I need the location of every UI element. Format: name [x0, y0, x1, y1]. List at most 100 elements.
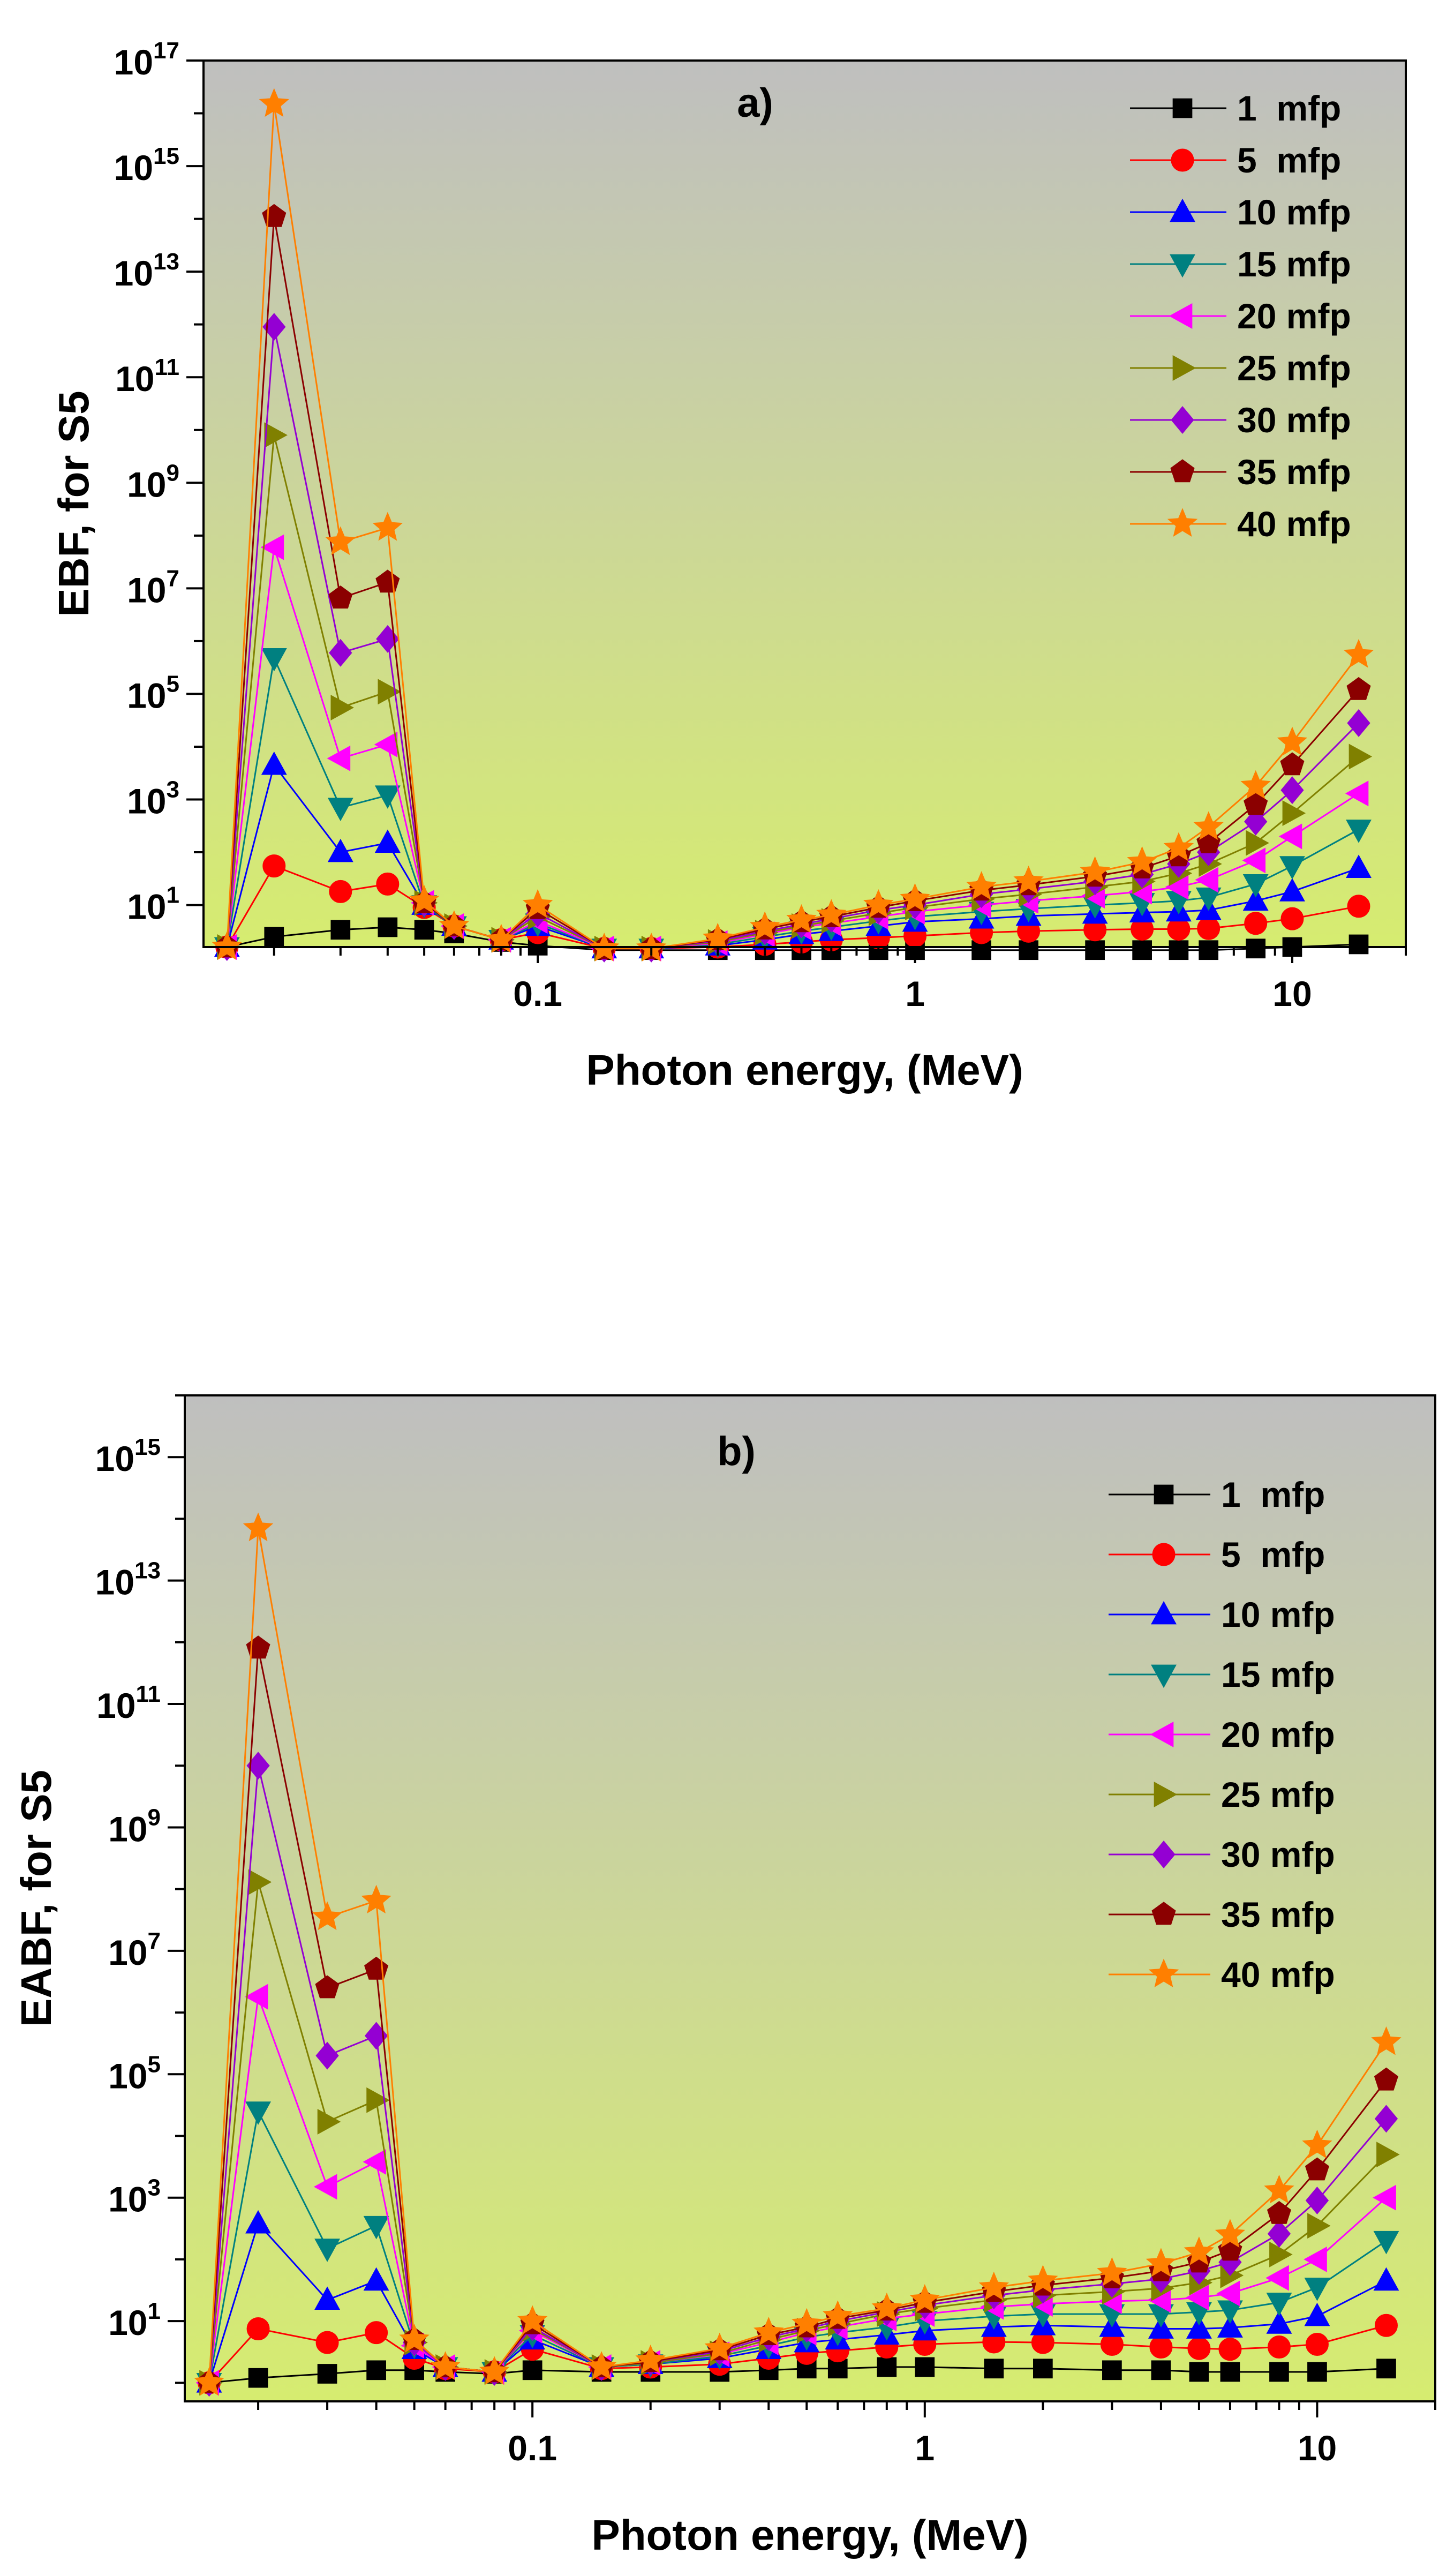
legend-label: 15 mfp [1237, 244, 1351, 284]
data-point [522, 2360, 543, 2380]
data-point [1346, 820, 1372, 843]
legend-marker [1152, 1841, 1176, 1868]
data-point [327, 838, 353, 862]
data-point [329, 880, 352, 903]
data-point [317, 2108, 341, 2135]
data-point [1279, 856, 1305, 880]
data-point [479, 2356, 510, 2385]
data-point [966, 871, 997, 900]
legend-label: 30 mfp [1237, 400, 1351, 440]
data-point [754, 2316, 784, 2346]
data-point [1374, 2314, 1398, 2337]
x-tick-label: 0.1 [508, 2428, 557, 2468]
data-point [909, 2284, 940, 2313]
data-point [1277, 726, 1308, 756]
y-tick-label: 1011 [96, 1681, 161, 1725]
legend-label: 15 mfp [1221, 1655, 1335, 1694]
y-axis-title: EABF, for S5 [12, 1770, 60, 2027]
y-tick-label: 109 [108, 1804, 161, 1849]
data-point [1373, 2230, 1399, 2255]
data-point [1193, 811, 1224, 840]
data-point [314, 2239, 341, 2262]
chart-a: 0.1 1 101011031051071091011101310151017Pho… [50, 37, 1407, 1094]
legend-marker [1170, 254, 1195, 278]
data-point [915, 2357, 935, 2377]
data-point [900, 883, 930, 912]
data-point [1267, 2220, 1291, 2248]
data-point [313, 2174, 337, 2200]
data-point [1280, 776, 1304, 805]
y-tick-base: 10 [96, 1686, 135, 1725]
legend-label: 20 mfp [1221, 1715, 1335, 1754]
data-point [327, 798, 353, 821]
data-point [1217, 2314, 1243, 2338]
data-point [1347, 709, 1370, 737]
legend-label: 30 mfp [1221, 1835, 1335, 1874]
data-point [264, 927, 284, 947]
data-point [1376, 2359, 1396, 2379]
data-point [522, 889, 553, 918]
legend-item: 35 mfp [1130, 452, 1351, 492]
data-point [1305, 2157, 1329, 2181]
data-point [1242, 887, 1269, 911]
data-point [1220, 2362, 1240, 2382]
legend-label: 35 mfp [1221, 1895, 1335, 1934]
data-point [1280, 752, 1305, 776]
y-tick-exponent: 7 [148, 1928, 161, 1954]
y-tick-base: 10 [114, 148, 153, 187]
y-tick-base: 10 [127, 887, 166, 927]
legend-label: 35 mfp [1237, 452, 1351, 492]
y-tick-base: 10 [115, 359, 154, 399]
x-tick-label: 10 [1298, 2428, 1337, 2468]
plot-frame [202, 59, 1407, 948]
legend-marker [1152, 1543, 1176, 1566]
data-point [877, 2357, 897, 2377]
legend-item: 25 mfp [1130, 348, 1351, 388]
data-point [243, 1512, 274, 1542]
x-axis-title: Photon energy, (MeV) [586, 1046, 1023, 1094]
data-point [635, 2344, 666, 2374]
data-point [1307, 2213, 1331, 2239]
legend-item: 10 mfp [1130, 192, 1351, 232]
data-point [1371, 2026, 1402, 2055]
data-point [376, 872, 400, 896]
data-point [261, 751, 287, 775]
y-tick-label: 1013 [95, 1558, 161, 1602]
data-point [1146, 2248, 1177, 2277]
data-point [1216, 2280, 1240, 2307]
y-tick-exponent: 7 [167, 565, 179, 591]
data-point [1307, 2362, 1327, 2382]
y-tick-exponent: 9 [167, 460, 179, 486]
y-tick-base: 10 [108, 2056, 147, 2096]
data-point [1346, 854, 1372, 878]
panel-title: b) [717, 1429, 756, 1474]
legend-label: 10 mfp [1237, 192, 1351, 232]
data-point [1348, 743, 1373, 770]
data-point [750, 911, 780, 940]
data-point [1343, 639, 1374, 668]
legend-label: 5 mfp [1221, 1535, 1325, 1574]
y-tick-base: 10 [127, 464, 166, 504]
data-point [1267, 2335, 1291, 2359]
data-point [517, 2305, 548, 2334]
legend-marker [1154, 1782, 1178, 1807]
data-point [871, 2292, 902, 2322]
data-point [1187, 2337, 1211, 2360]
data-point [430, 2351, 461, 2380]
legend-marker [1170, 459, 1195, 483]
y-tick-label: 105 [108, 2051, 161, 2096]
data-point [315, 2041, 339, 2070]
y-tick-base: 10 [114, 253, 153, 293]
legend: 1 mfp 5 mfp 10 mfp 15 mfp 20 mfp 25 mfp 30 mfp… [1130, 88, 1351, 544]
data-point [260, 534, 284, 560]
data-point [439, 910, 470, 939]
data-point [399, 2324, 430, 2353]
legend-marker [1169, 303, 1193, 329]
data-point [792, 2308, 822, 2337]
legend-marker [1167, 508, 1198, 537]
data-point [1269, 2362, 1289, 2382]
legend-marker [1150, 1722, 1174, 1747]
y-tick-exponent: 1 [148, 2298, 161, 2324]
data-point [1197, 917, 1221, 940]
